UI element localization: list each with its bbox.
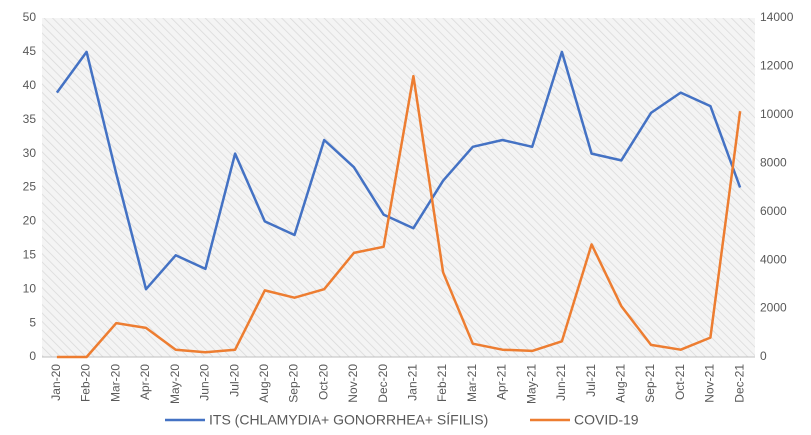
x-tick-label: Aug-21 [613, 364, 627, 403]
x-tick-label: Jan-21 [406, 364, 420, 401]
legend: ITS (CHLAMYDIA+ GONORRHEA+ SÍFILIS) COVID… [165, 412, 639, 428]
legend-label: COVID-19 [574, 412, 639, 428]
y2-tick-label: 14000 [760, 10, 794, 24]
x-tick-label: Dec-21 [732, 364, 746, 403]
x-tick-label: Jul-20 [227, 364, 241, 397]
y2-tick-label: 10000 [760, 107, 794, 121]
y-tick-label: 25 [23, 180, 37, 194]
y-tick-label: 40 [23, 78, 37, 92]
x-tick-label: Jun-21 [554, 364, 568, 401]
y-tick-label: 35 [23, 112, 37, 126]
y2-tick-label: 12000 [760, 59, 794, 73]
x-tick-label: Nov-20 [346, 364, 360, 403]
y2-tick-label: 8000 [760, 155, 787, 169]
legend-label: ITS (CHLAMYDIA+ GONORRHEA+ SÍFILIS) [209, 412, 488, 428]
x-tick-label: May-20 [168, 364, 182, 404]
y-tick-label: 20 [23, 214, 37, 228]
x-tick-label: Feb-20 [79, 364, 93, 402]
x-tick-label: May-21 [524, 364, 538, 404]
y-tick-label: 45 [23, 44, 37, 58]
x-tick-label: Oct-20 [316, 364, 330, 400]
y-tick-label: 30 [23, 146, 37, 160]
y-tick-label: 10 [23, 281, 37, 295]
x-tick-label: Mar-21 [465, 364, 479, 402]
plot-area [42, 18, 755, 357]
y-tick-label: 15 [23, 247, 37, 261]
y2-tick-label: 4000 [760, 252, 787, 266]
x-tick-label: Jan-20 [49, 364, 63, 401]
x-tick-label: Nov-21 [703, 364, 717, 403]
x-tick-label: Sep-20 [287, 364, 301, 403]
x-tick-label: Feb-21 [435, 364, 449, 402]
y2-tick-label: 6000 [760, 204, 787, 218]
y-tick-label: 5 [29, 315, 36, 329]
series-line [55, 50, 742, 291]
x-tick-label: Jul-21 [584, 364, 598, 397]
y-tick-label: 0 [29, 349, 36, 363]
y2-tick-label: 0 [760, 349, 767, 363]
x-tick-label: Dec-20 [376, 364, 390, 403]
x-tick-label: Apr-21 [495, 364, 509, 400]
x-tick-label: Oct-21 [673, 364, 687, 400]
series-line [56, 74, 742, 359]
x-tick-label: Sep-21 [643, 364, 657, 403]
x-tick-label: Apr-20 [138, 364, 152, 400]
x-tick-label: Jun-20 [198, 364, 212, 401]
y-tick-label: 50 [23, 10, 37, 24]
x-tick-label: Aug-20 [257, 364, 271, 403]
x-tick-label: Mar-20 [108, 364, 122, 402]
y2-tick-label: 2000 [760, 301, 787, 315]
